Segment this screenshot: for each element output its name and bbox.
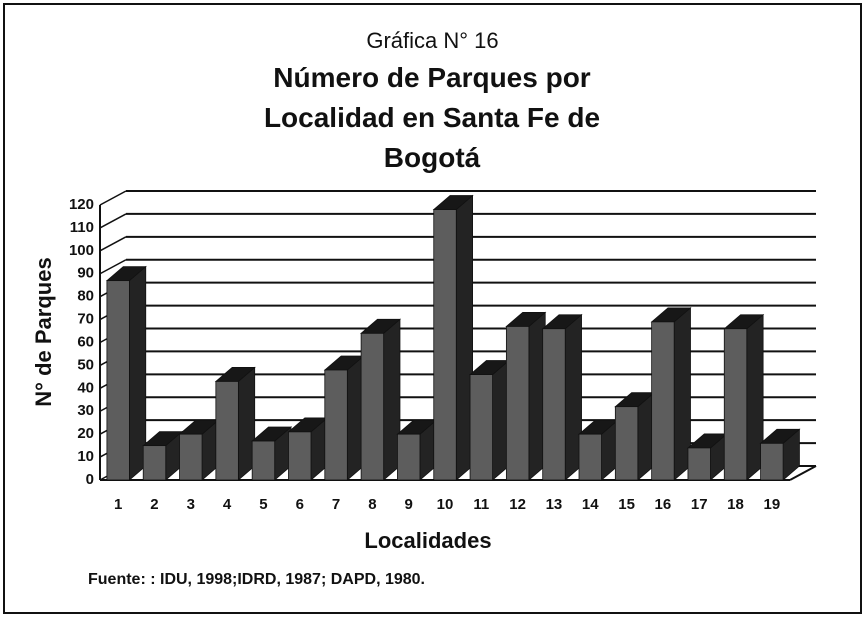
x-tick-label: 17 [691, 496, 708, 513]
y-axis-label: N° de Parques [31, 257, 56, 406]
y-tick-label: 120 [69, 196, 94, 213]
x-tick-label: 2 [150, 496, 158, 513]
bar [397, 433, 421, 481]
y-tick-label: 70 [77, 311, 94, 328]
x-axis-label: Localidades [364, 528, 491, 553]
x-tick-label: 14 [582, 496, 599, 513]
bar [288, 431, 312, 481]
bar [614, 406, 639, 481]
x-tick-label: 1 [114, 496, 122, 513]
bar [142, 445, 167, 481]
bar [433, 209, 457, 481]
x-tick-label: 10 [437, 496, 454, 513]
y-tick-label: 30 [77, 402, 94, 419]
y-tick-label: 110 [70, 219, 94, 236]
floor-edge [789, 465, 817, 481]
grid-diagonal [99, 213, 127, 229]
x-tick-label: 7 [332, 496, 340, 513]
bar [215, 381, 239, 481]
grid-diagonal [99, 236, 127, 252]
y-tick-label: 60 [77, 333, 94, 350]
x-tick-label: 5 [259, 496, 267, 513]
bar [687, 447, 711, 481]
bar [324, 369, 348, 481]
bar [251, 440, 276, 481]
bar [360, 332, 385, 481]
x-tick-label: 6 [296, 496, 304, 513]
chart-title: Número de Parques por Localidad en Santa… [263, 62, 601, 173]
x-tick-label: 12 [509, 496, 526, 513]
y-tick-label: 20 [77, 425, 94, 442]
chart-subtitle: Gráfica N° 16 [366, 28, 499, 53]
x-tick-label: 16 [655, 496, 672, 513]
frame [3, 3, 862, 614]
source-note: Fuente: : IDU, 1998;IDRD, 1987; DAPD, 19… [88, 571, 425, 588]
bar [179, 433, 203, 481]
x-tick-label: 13 [546, 496, 563, 513]
bar [469, 374, 493, 481]
bar [760, 442, 784, 481]
x-tick-label: 4 [223, 496, 232, 513]
y-tick-label: 40 [77, 379, 94, 396]
grid-diagonal [99, 259, 127, 275]
y-tick-label: 100 [69, 242, 94, 259]
y-tick-label: 80 [77, 288, 94, 305]
y-tick-label: 50 [77, 356, 94, 373]
bar [505, 326, 530, 481]
grid-diagonal [99, 190, 127, 206]
x-tick-label: 3 [187, 496, 195, 513]
x-tick-label: 19 [763, 496, 780, 513]
bar [651, 321, 675, 481]
bar [106, 280, 130, 481]
y-tick-label: 90 [77, 265, 94, 282]
x-tick-label: 11 [473, 496, 489, 513]
bar [578, 433, 602, 481]
y-tick-label: 0 [86, 471, 94, 488]
x-tick-label: 8 [368, 496, 376, 513]
x-tick-label: 9 [405, 496, 413, 513]
bar [542, 328, 566, 481]
x-tick-label: 18 [727, 496, 744, 513]
y-tick-label: 10 [77, 448, 94, 465]
bar [723, 328, 748, 481]
x-tick-label: 15 [618, 496, 635, 513]
